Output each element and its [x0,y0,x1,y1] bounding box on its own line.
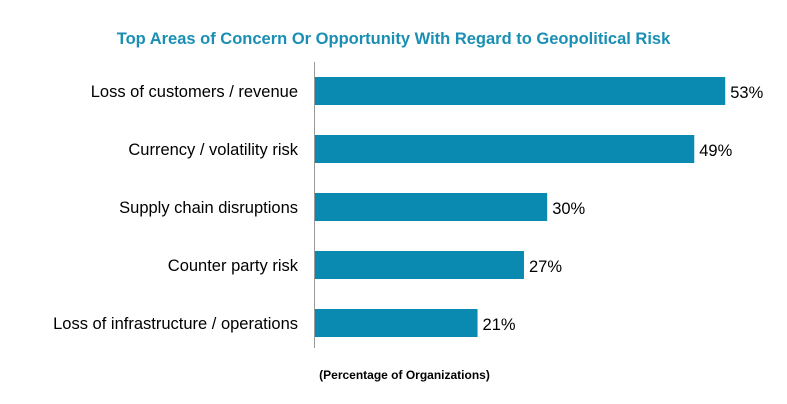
category-label: Currency / volatility risk [128,141,298,159]
chart-title: Top Areas of Concern Or Opportunity With… [116,30,671,48]
bar [315,135,695,163]
x-axis-label: (Percentage of Organizations) [319,368,490,382]
value-labels-layer: 53% 49% 30% 27% 21% [483,84,764,334]
bar [315,251,524,279]
value-label: 21% [483,316,516,334]
value-label: 30% [552,200,585,218]
category-labels-layer: Loss of customers / revenue Currency / vo… [53,83,299,333]
bar [315,77,726,105]
bars-layer [315,77,726,337]
bar [315,193,548,221]
category-label: Counter party risk [168,257,299,275]
category-label: Supply chain disruptions [119,199,298,217]
value-label: 53% [730,84,763,102]
category-label: Loss of infrastructure / operations [53,315,298,333]
category-label: Loss of customers / revenue [91,83,298,101]
value-label: 49% [699,142,732,160]
bar [315,309,478,337]
value-label: 27% [529,258,562,276]
